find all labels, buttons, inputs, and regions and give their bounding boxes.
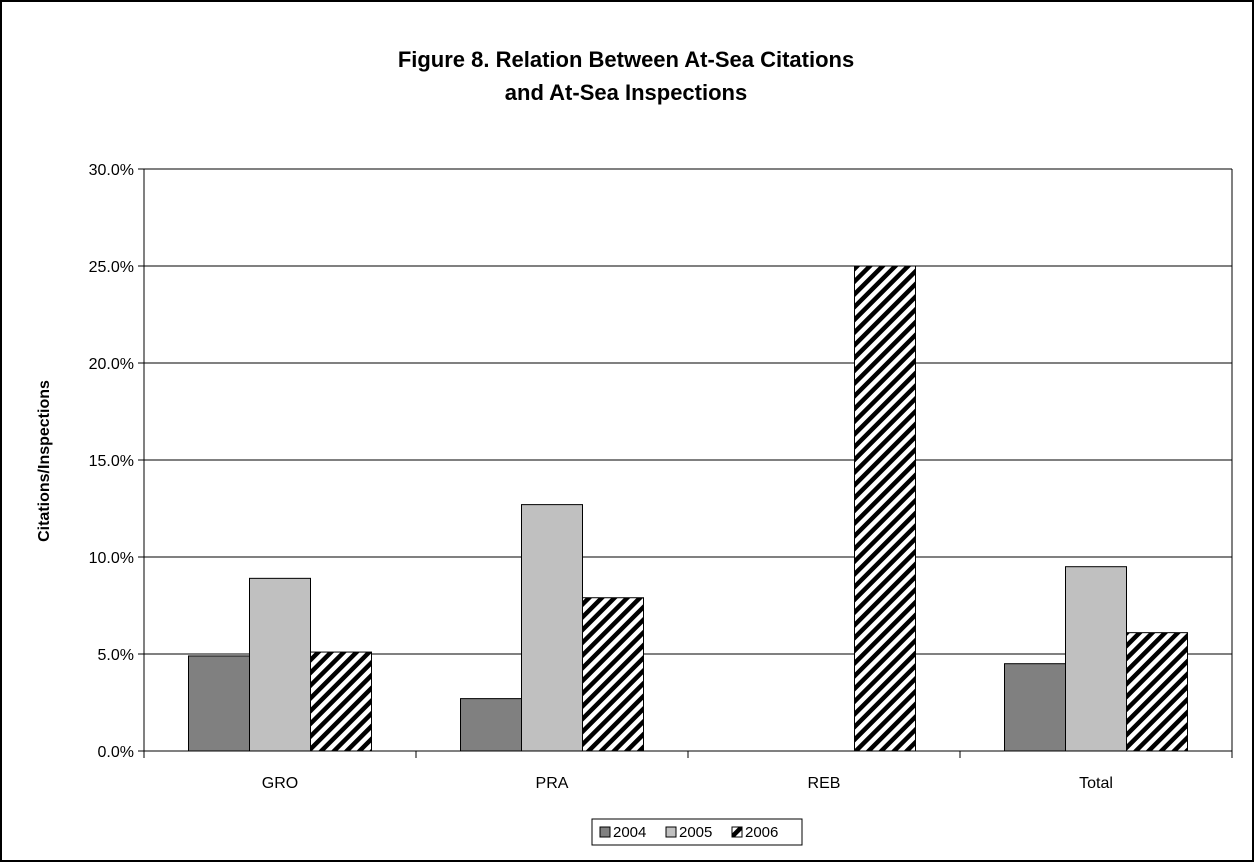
legend-box bbox=[591, 818, 803, 846]
x-tick-label: Total bbox=[1079, 775, 1113, 792]
y-axis-label: Citations/Inspections bbox=[36, 380, 53, 542]
chart-title-line-2: and At-Sea Inspections bbox=[505, 80, 747, 105]
x-tick-label: GRO bbox=[262, 775, 298, 792]
bar-2005-PRA bbox=[521, 504, 583, 752]
bar-2004-PRA bbox=[460, 698, 522, 752]
legend-label-2005: 2005 bbox=[679, 824, 712, 841]
legend: 2004 2005 2006 bbox=[591, 818, 803, 846]
legend-swatch-2004 bbox=[599, 826, 611, 838]
bar-2006-PRA bbox=[582, 597, 644, 752]
legend-swatch-2005 bbox=[665, 826, 677, 838]
x-tick-label: PRA bbox=[536, 775, 569, 792]
bar-2006-REB bbox=[854, 265, 916, 752]
bar-2004-GRO bbox=[188, 655, 250, 752]
y-tick-label: 10.0% bbox=[89, 550, 134, 567]
y-tick-label: 20.0% bbox=[89, 356, 134, 373]
y-tick-label: 25.0% bbox=[89, 259, 134, 276]
y-tick-label: 5.0% bbox=[98, 647, 134, 664]
x-tick-label: REB bbox=[808, 775, 841, 792]
bar-2005-Total bbox=[1065, 566, 1127, 752]
y-tick-label: 0.0% bbox=[98, 744, 134, 761]
axes: 0.0% 5.0% 10.0% 15.0% 20.0% 25.0% 30.0% GRO PRA R… bbox=[89, 162, 1233, 792]
y-tick-label: 15.0% bbox=[89, 453, 134, 470]
bars bbox=[188, 265, 1188, 752]
bar-2004-Total bbox=[1004, 663, 1066, 752]
bar-2006-GRO bbox=[310, 651, 372, 752]
chart-title-line-1: Figure 8. Relation Between At-Sea Citati… bbox=[398, 47, 854, 72]
y-tick-label: 30.0% bbox=[89, 162, 134, 179]
legend-label-2006: 2006 bbox=[745, 824, 778, 841]
legend-swatch-2006 bbox=[731, 826, 743, 838]
legend-label-2004: 2004 bbox=[613, 824, 646, 841]
bar-2005-GRO bbox=[249, 577, 311, 752]
bar-2006-Total bbox=[1126, 632, 1188, 752]
